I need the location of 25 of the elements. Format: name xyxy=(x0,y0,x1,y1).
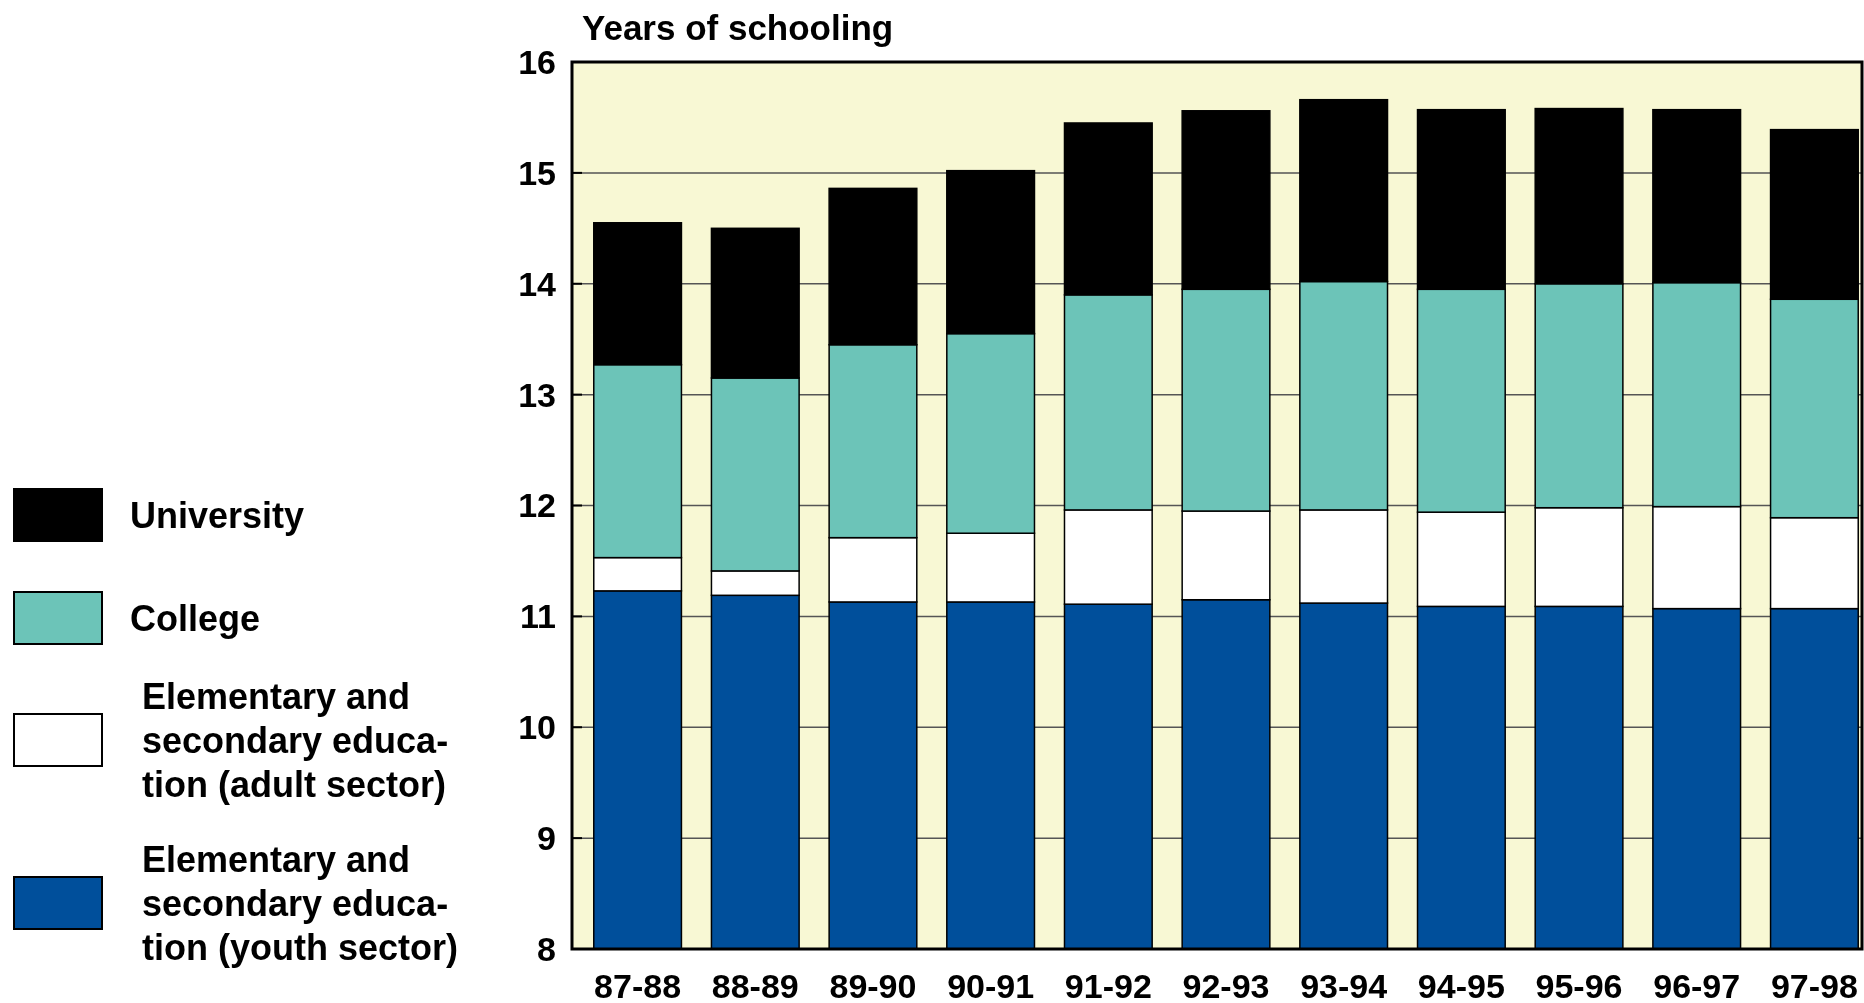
y-axis-title: Years of schooling xyxy=(582,8,894,47)
x-tick-label: 92-93 xyxy=(1182,967,1270,1003)
legend-label: Elementary and secondary educa-tion (youth sector) xyxy=(142,838,458,968)
y-tick-label: 10 xyxy=(518,708,556,747)
legend-label: College xyxy=(130,597,261,639)
x-tick-label: 97-98 xyxy=(1770,967,1858,1003)
y-tick-label: 15 xyxy=(518,153,556,192)
x-tick-label: 94-95 xyxy=(1417,967,1505,1003)
legend-label: Elementary and secondary educa-tion (adult sector) xyxy=(142,675,449,805)
x-tick-label: 90-91 xyxy=(947,967,1035,1003)
x-tick-label: 96-97 xyxy=(1653,967,1741,1003)
y-tick-label: 11 xyxy=(520,597,556,636)
x-tick-label: 87-88 xyxy=(594,967,682,1003)
y-tick-label: 14 xyxy=(518,264,557,303)
y-tick-label: 9 xyxy=(537,819,556,858)
y-tick-label: 12 xyxy=(518,486,556,525)
y-tick-label: 16 xyxy=(518,42,556,81)
x-tick-label: 89-90 xyxy=(829,967,917,1003)
y-tick-label: 13 xyxy=(518,375,556,414)
x-tick-label: 95-96 xyxy=(1535,967,1623,1003)
x-tick-label: 91-92 xyxy=(1064,967,1152,1003)
y-tick-label: 8 xyxy=(537,929,556,968)
legend-label: University xyxy=(130,494,305,536)
x-tick-label: 88-89 xyxy=(711,967,799,1003)
x-tick-label: 93-94 xyxy=(1300,967,1388,1003)
